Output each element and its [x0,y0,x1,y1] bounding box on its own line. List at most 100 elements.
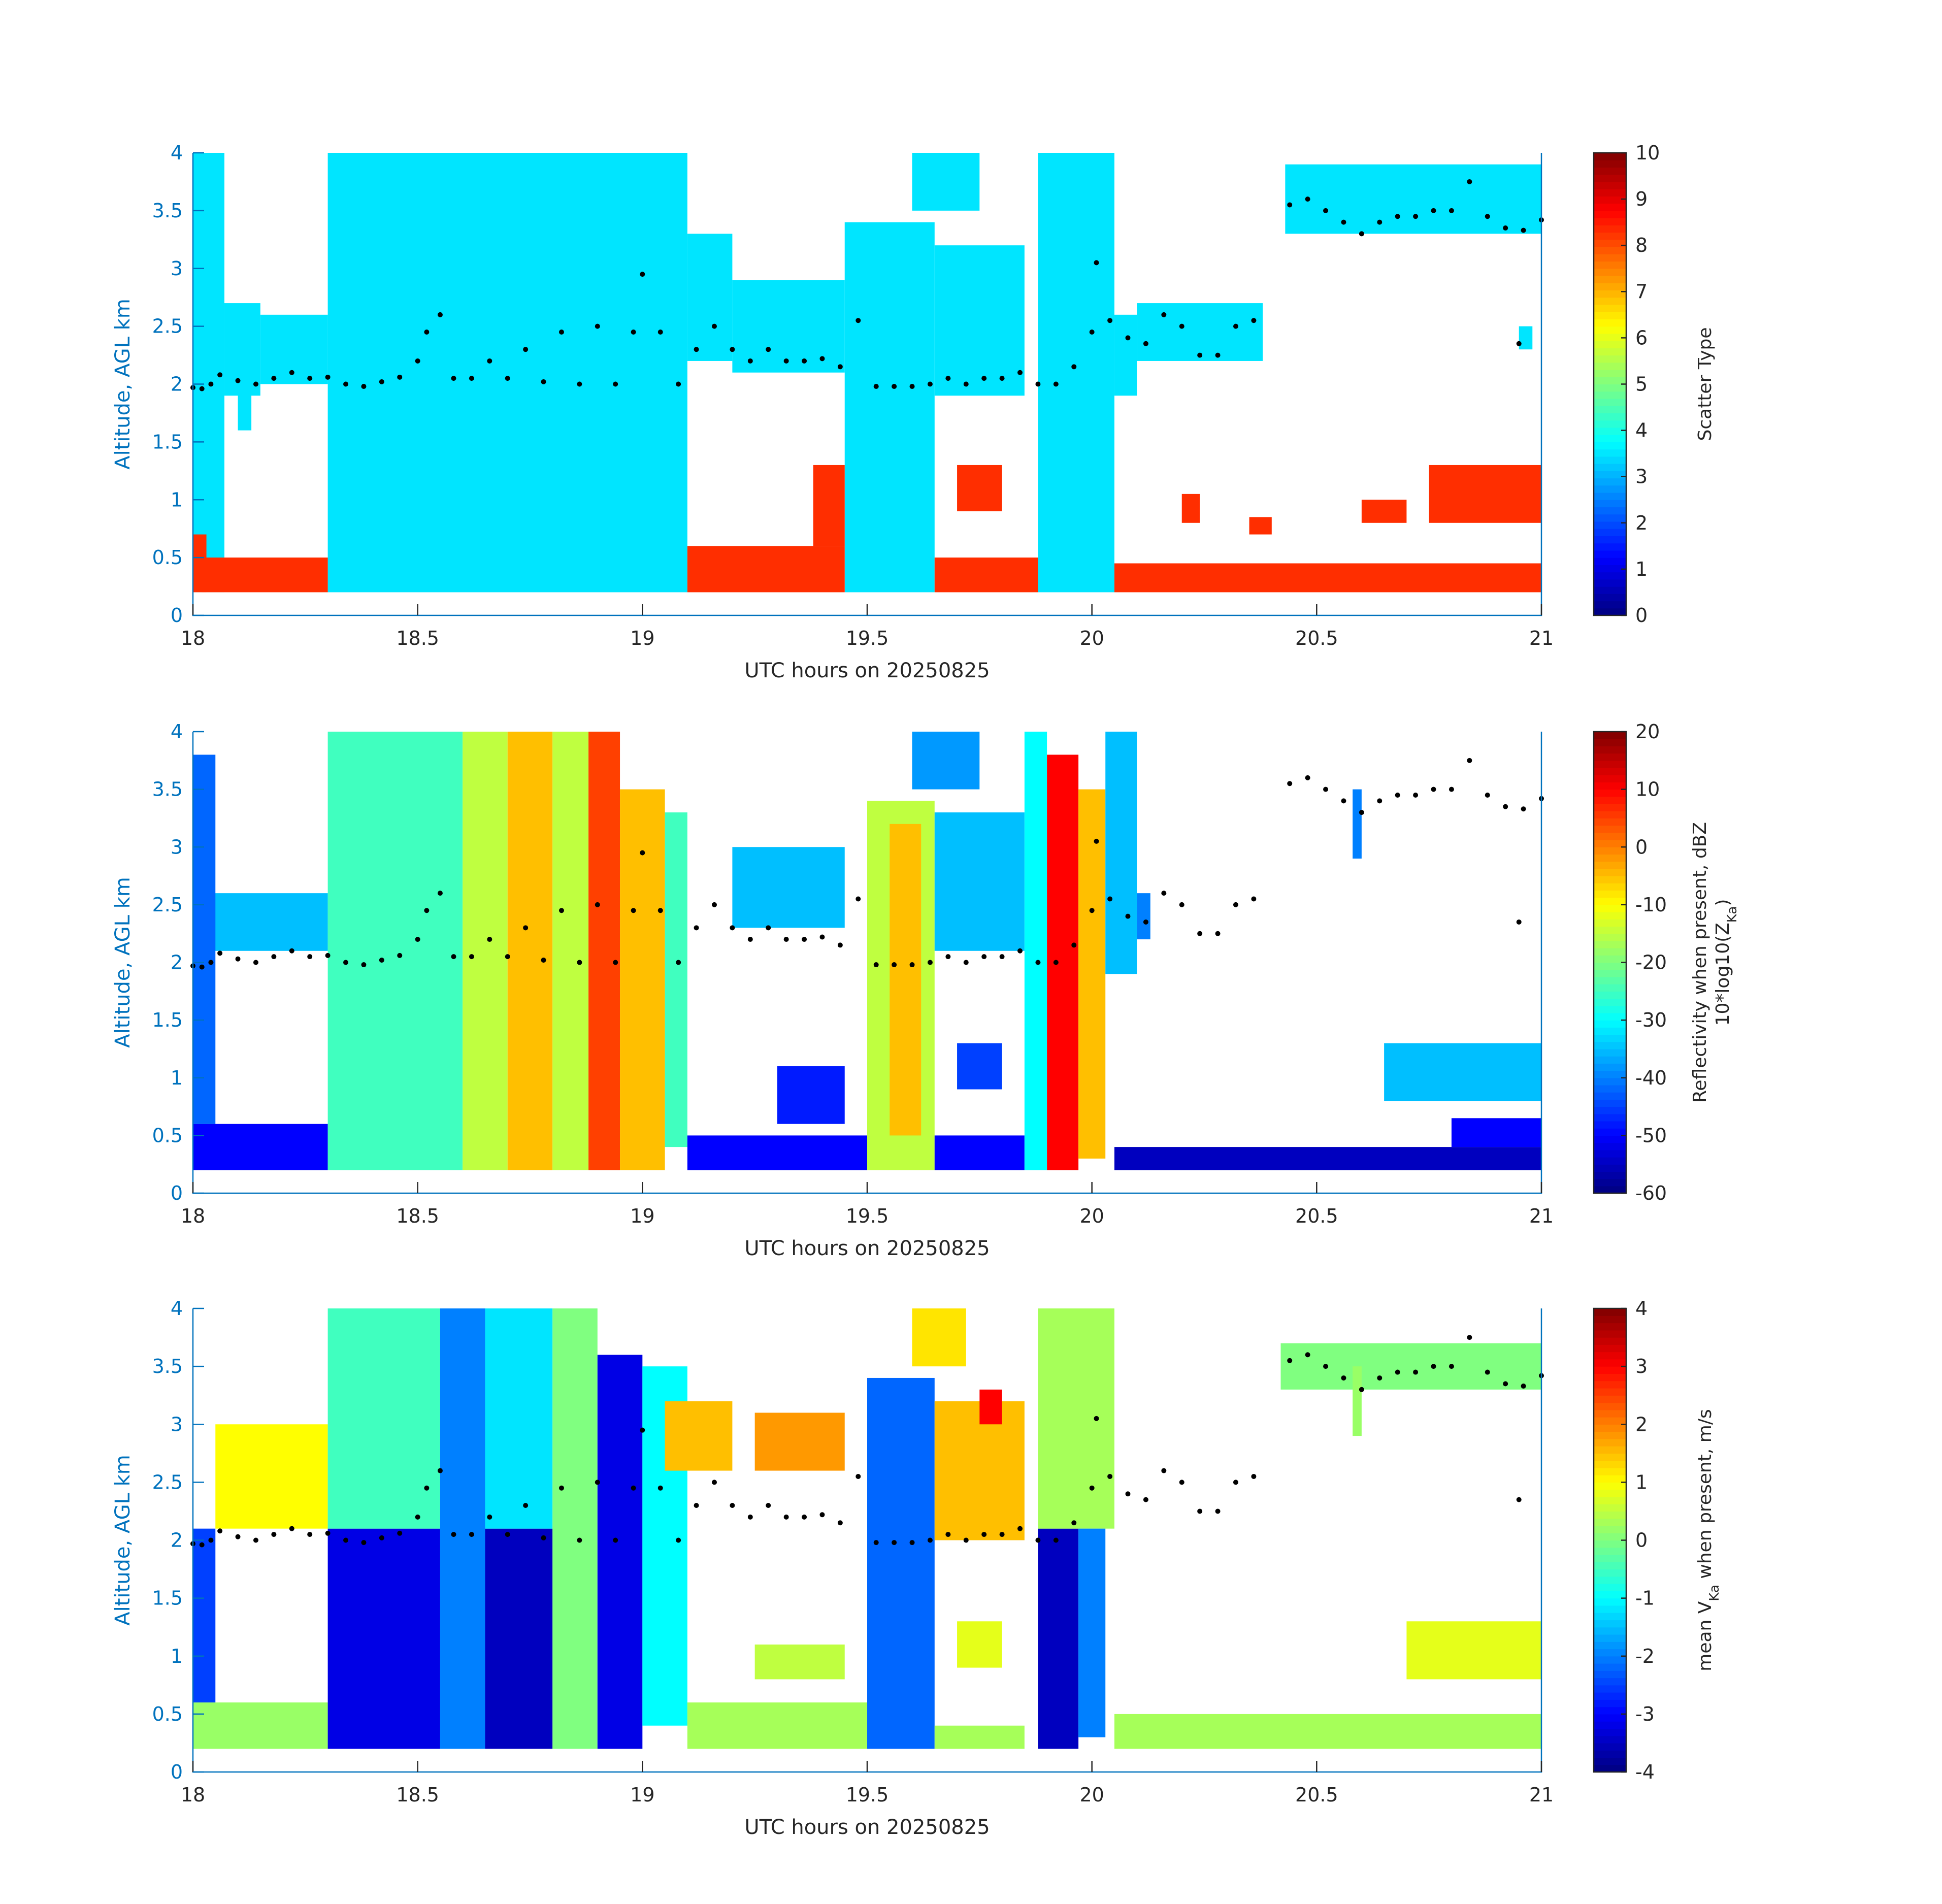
x-tick-label: 20.5 [1295,1205,1338,1227]
heatmap-cell [1047,754,1079,1170]
colorbar-swatch [1594,1352,1626,1360]
data-point [343,381,349,387]
heatmap-cell [732,847,845,928]
colorbar-swatch [1594,1077,1626,1086]
x-tick-label: 20 [1079,627,1104,649]
colorbar-swatch [1594,1034,1626,1042]
data-point [927,960,933,965]
colorbar-label: Reflectivity when present, dBZ [1690,822,1710,1103]
colorbar-tick-label: 1 [1635,1471,1648,1493]
data-point [1485,1369,1490,1375]
data-point [199,1542,205,1548]
heatmap-cell [912,1308,966,1367]
colorbar-swatch [1594,1475,1626,1483]
data-point [981,1532,987,1537]
colorbar-swatch [1594,1048,1626,1057]
colorbar-swatch [1594,897,1626,905]
colorbar-swatch [1594,1092,1626,1100]
colorbar-swatch [1594,1460,1626,1468]
data-point [307,1532,313,1537]
colorbar-swatch [1594,413,1626,421]
colorbar-swatch [1594,1330,1626,1338]
y-tick-label: 0 [171,1761,183,1783]
data-point [1089,908,1095,913]
colorbar-swatch [1594,1388,1626,1396]
colorbar-swatch [1594,1685,1626,1693]
colorbar-swatch [1594,572,1626,580]
data-point [1413,1369,1419,1375]
colorbar-swatch [1594,1504,1626,1512]
data-point [541,957,546,963]
x-axis-label: UTC hours on 20250825 [744,659,990,682]
colorbar-label: mean VKa when present, m/s [1695,1409,1722,1671]
y-tick-label: 0.5 [152,1124,183,1146]
data-point [892,384,897,389]
colorbar-swatch [1594,789,1626,797]
data-point [217,950,223,956]
colorbar-swatch [1594,904,1626,912]
data-point [199,386,205,391]
data-point [424,330,430,335]
data-point [676,960,681,965]
heatmap-cell [934,245,1025,396]
data-point [253,381,258,387]
colorbar-tick-label: 2 [1635,1413,1648,1435]
y-tick-label: 2 [171,951,183,974]
colorbar-swatch [1594,1027,1626,1035]
data-point [271,1532,277,1537]
data-point [289,948,294,954]
data-point [325,1530,331,1536]
colorbar-swatch [1594,500,1626,508]
colorbar-swatch [1594,1518,1626,1526]
data-point [1359,810,1364,815]
colorbar-swatch [1594,1634,1626,1642]
data-point [1251,896,1257,902]
colorbar-tick-label: 20 [1635,720,1660,743]
heatmap-cell [934,1725,1025,1749]
data-point [577,1537,582,1543]
colorbar-swatch [1594,348,1626,356]
colorbar-label: Scatter Type [1695,327,1716,441]
heatmap-cell [597,1355,643,1749]
data-point [1071,1520,1077,1526]
colorbar-swatch [1594,478,1626,486]
colorbar-swatch [1594,485,1626,493]
data-point [909,962,915,968]
colorbar-swatch [1594,1178,1626,1187]
x-axis-label: UTC hours on 20250825 [744,1816,990,1839]
colorbar-swatch [1594,1063,1626,1071]
colorbar-swatch [1594,1764,1626,1772]
colorbar-swatch [1594,247,1626,254]
colorbar-swatch [1594,355,1626,363]
colorbar-swatch [1594,1164,1626,1172]
colorbar-swatch [1594,948,1626,956]
y-tick-label: 3.5 [152,1355,183,1377]
heatmap-cell [934,557,1038,593]
x-axis-label: UTC hours on 20250825 [744,1237,990,1260]
data-point [1161,891,1167,896]
heatmap-cell [934,812,1025,951]
y-tick-label: 1.5 [152,1587,183,1610]
colorbar-swatch [1594,1670,1626,1679]
data-point [1125,1491,1131,1497]
colorbar-swatch [1594,1576,1626,1584]
data-point [379,379,384,384]
heatmap-cell [1181,494,1200,523]
data-point [1017,1526,1023,1531]
colorbar-tick-label: 6 [1635,326,1648,349]
colorbar-swatch [1594,543,1626,551]
x-tick-label: 19.5 [846,1205,889,1227]
y-tick-label: 0 [171,604,183,627]
data-point [1341,219,1346,225]
colorbar-swatch [1594,847,1626,855]
colorbar-swatch [1594,601,1626,609]
colorbar-tick-label: -10 [1635,894,1667,916]
colorbar-swatch [1594,1359,1626,1367]
colorbar-swatch [1594,435,1626,442]
heatmap-cell [327,732,463,1170]
y-tick-label: 2.5 [152,894,183,916]
x-tick-label: 20 [1079,1784,1104,1806]
y-tick-label: 3.5 [152,778,183,801]
heatmap-cell [202,557,328,593]
data-point [1449,208,1454,213]
